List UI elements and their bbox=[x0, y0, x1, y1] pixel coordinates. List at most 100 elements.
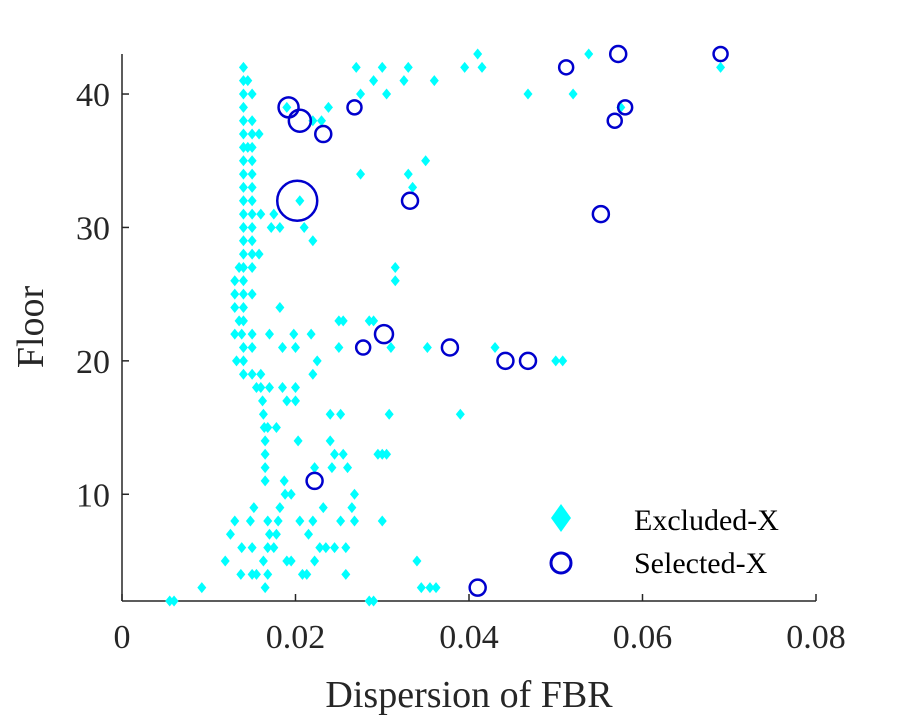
excluded-point bbox=[425, 582, 435, 594]
excluded-point bbox=[238, 368, 248, 380]
excluded-point bbox=[238, 195, 248, 207]
excluded-point bbox=[230, 275, 240, 287]
selected-point bbox=[608, 44, 628, 64]
excluded-point bbox=[247, 141, 257, 153]
excluded-point bbox=[421, 155, 431, 167]
excluded-point bbox=[356, 168, 366, 180]
y-tick-label: 10 bbox=[76, 477, 110, 514]
excluded-point bbox=[245, 515, 255, 527]
excluded-point bbox=[225, 528, 235, 540]
excluded-point bbox=[238, 301, 248, 313]
excluded-point bbox=[279, 475, 289, 487]
excluded-point bbox=[260, 582, 270, 594]
excluded-point bbox=[429, 75, 439, 87]
excluded-point bbox=[306, 328, 316, 340]
excluded-point bbox=[403, 168, 413, 180]
excluded-point bbox=[238, 115, 248, 127]
y-axis-label: Floor bbox=[10, 285, 52, 368]
excluded-point bbox=[341, 568, 351, 580]
excluded-point bbox=[377, 61, 387, 73]
excluded-point bbox=[247, 368, 257, 380]
excluded-point bbox=[254, 128, 264, 140]
excluded-point bbox=[269, 542, 279, 554]
excluded-point bbox=[295, 195, 305, 207]
excluded-point bbox=[408, 181, 418, 193]
excluded-point bbox=[237, 542, 247, 554]
selected-point bbox=[354, 339, 372, 356]
selected-point bbox=[712, 45, 729, 63]
legend-selected-label: Selected-X bbox=[634, 547, 768, 580]
selected-point bbox=[468, 578, 487, 597]
selected-point bbox=[557, 59, 575, 76]
selected-point bbox=[305, 471, 324, 491]
excluded-point bbox=[238, 248, 248, 260]
excluded-point bbox=[299, 221, 309, 233]
excluded-point bbox=[308, 235, 318, 247]
excluded-point bbox=[247, 195, 257, 207]
excluded-point bbox=[238, 288, 248, 300]
excluded-point bbox=[238, 101, 248, 113]
excluded-point bbox=[317, 115, 327, 127]
selected-point bbox=[400, 191, 420, 211]
excluded-point bbox=[247, 542, 257, 554]
excluded-point bbox=[291, 342, 300, 354]
excluded-point bbox=[584, 48, 594, 60]
excluded-point bbox=[455, 408, 465, 420]
excluded-point bbox=[386, 342, 396, 354]
excluded-point bbox=[369, 595, 379, 607]
selected-point bbox=[591, 204, 611, 224]
excluded-point bbox=[327, 462, 337, 474]
excluded-point bbox=[238, 181, 248, 193]
excluded-point bbox=[266, 221, 276, 233]
excluded-point bbox=[568, 88, 578, 100]
x-tick-label: 0.08 bbox=[786, 619, 846, 656]
x-tick-label: 0.04 bbox=[439, 619, 499, 656]
excluded-point bbox=[312, 355, 322, 367]
excluded-point bbox=[260, 448, 270, 460]
excluded-point bbox=[280, 488, 290, 500]
excluded-point bbox=[293, 435, 303, 447]
selected-point bbox=[606, 112, 623, 129]
excluded-point bbox=[473, 48, 483, 60]
excluded-point bbox=[247, 235, 257, 247]
excluded-point bbox=[247, 208, 257, 220]
x-axis-label: Dispersion of FBR bbox=[325, 674, 613, 716]
excluded-point bbox=[523, 88, 533, 100]
excluded-point bbox=[271, 422, 281, 434]
legend-selected-marker bbox=[549, 551, 573, 575]
excluded-point bbox=[422, 342, 432, 354]
excluded-point bbox=[258, 395, 268, 407]
y-ticks: 10 20 30 40 bbox=[76, 77, 129, 514]
excluded-point bbox=[247, 88, 257, 100]
excluded-point bbox=[230, 515, 240, 527]
excluded-point bbox=[254, 248, 264, 260]
excluded-point bbox=[318, 502, 328, 514]
selected-point bbox=[275, 179, 319, 223]
excluded-point bbox=[247, 168, 257, 180]
excluded-point bbox=[238, 221, 248, 233]
excluded-point bbox=[256, 382, 266, 394]
selected-point bbox=[346, 99, 363, 116]
legend-excluded-label: Excluded-X bbox=[634, 504, 779, 537]
excluded-point bbox=[269, 208, 279, 220]
excluded-point bbox=[263, 422, 273, 434]
selected-point bbox=[440, 338, 460, 357]
excluded-point bbox=[356, 88, 366, 100]
excluded-point bbox=[325, 435, 335, 447]
selected-points bbox=[275, 44, 729, 597]
excluded-point bbox=[230, 288, 240, 300]
excluded-point bbox=[323, 101, 333, 113]
excluded-points bbox=[165, 48, 726, 607]
excluded-point bbox=[238, 275, 248, 287]
excluded-point bbox=[338, 315, 348, 327]
excluded-point bbox=[390, 275, 400, 287]
excluded-point bbox=[336, 408, 346, 420]
x-ticks: 0 0.02 0.04 0.06 0.08 bbox=[114, 594, 846, 656]
excluded-point bbox=[310, 462, 320, 474]
excluded-point bbox=[238, 315, 248, 327]
excluded-point bbox=[197, 582, 207, 594]
excluded-point bbox=[347, 502, 357, 514]
excluded-point bbox=[416, 582, 426, 594]
excluded-point bbox=[238, 235, 248, 247]
